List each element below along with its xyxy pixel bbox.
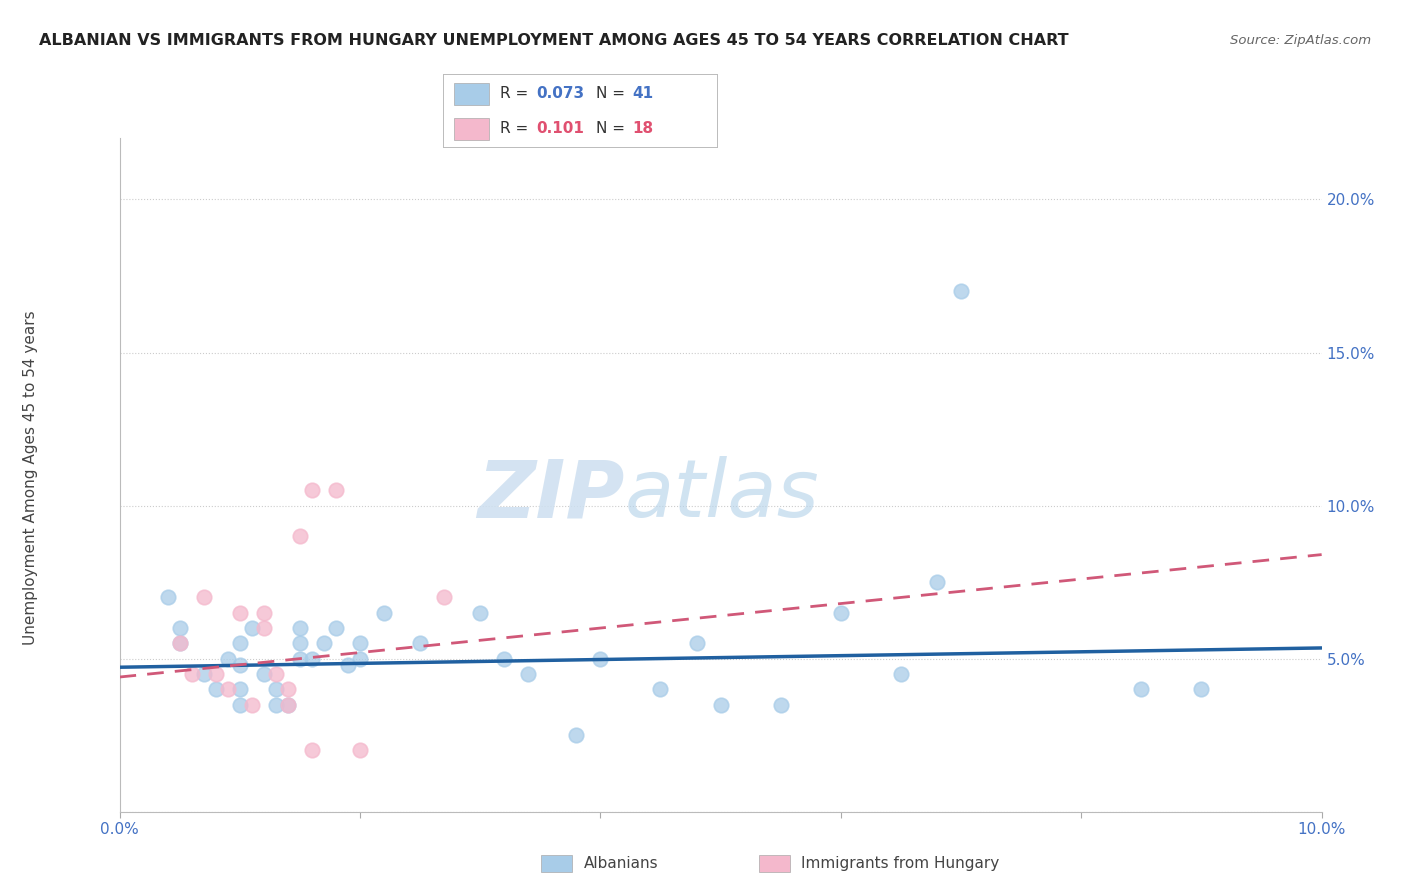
Point [253,621,276,635]
Text: Source: ZipAtlas.com: Source: ZipAtlas.com [1230,34,1371,46]
Text: ALBANIAN VS IMMIGRANTS FROM HUNGARY UNEMPLOYMENT AMONG AGES 45 TO 54 YEARS CORRE: ALBANIAN VS IMMIGRANTS FROM HUNGARY UNEM… [39,33,1069,47]
Text: 41: 41 [633,87,654,102]
Point [169,636,191,650]
Point [349,651,371,665]
Point [217,651,239,665]
Point [301,483,323,498]
Text: Immigrants from Hungary: Immigrants from Hungary [801,856,1000,871]
Point [288,529,311,543]
Point [156,591,179,605]
Point [349,743,371,757]
Point [264,698,287,712]
Point [277,698,299,712]
Point [264,682,287,697]
Text: R =: R = [501,120,534,136]
Point [650,682,672,697]
Bar [541,855,572,872]
Point [685,636,707,650]
Point [301,651,323,665]
Text: atlas: atlas [624,456,820,534]
Text: R =: R = [501,87,534,102]
Point [409,636,432,650]
Point [769,698,792,712]
Point [336,657,359,672]
Point [709,698,731,712]
Point [589,651,612,665]
Point [204,667,226,681]
Point [240,621,263,635]
Point [494,651,516,665]
Point [312,636,335,650]
Text: ZIP: ZIP [477,456,624,534]
Point [169,621,191,635]
Point [301,743,323,757]
Point [264,667,287,681]
Point [180,667,202,681]
Point [288,636,311,650]
Point [288,651,311,665]
Text: 18: 18 [633,120,654,136]
Point [890,667,912,681]
Point [468,606,492,620]
Bar [454,118,489,140]
Text: Unemployment Among Ages 45 to 54 years: Unemployment Among Ages 45 to 54 years [24,310,38,645]
Bar [759,855,790,872]
Point [228,698,252,712]
Point [277,698,299,712]
Text: Albanians: Albanians [583,856,658,871]
Point [565,728,588,742]
Point [1189,682,1212,697]
Point [1130,682,1153,697]
Text: 0.073: 0.073 [536,87,585,102]
Point [325,621,347,635]
Point [240,698,263,712]
Point [373,606,395,620]
Text: N =: N = [596,120,630,136]
Point [193,667,215,681]
Point [253,606,276,620]
Point [433,591,456,605]
Point [204,682,226,697]
Point [517,667,540,681]
Point [228,606,252,620]
Point [228,682,252,697]
Text: N =: N = [596,87,630,102]
Point [193,591,215,605]
Point [169,636,191,650]
Point [925,575,948,590]
Bar [454,83,489,104]
Point [288,621,311,635]
Point [950,285,973,299]
Point [277,682,299,697]
Point [830,606,852,620]
Point [325,483,347,498]
Point [228,657,252,672]
Point [253,667,276,681]
Point [349,636,371,650]
Text: 0.101: 0.101 [536,120,583,136]
Point [228,636,252,650]
Point [217,682,239,697]
